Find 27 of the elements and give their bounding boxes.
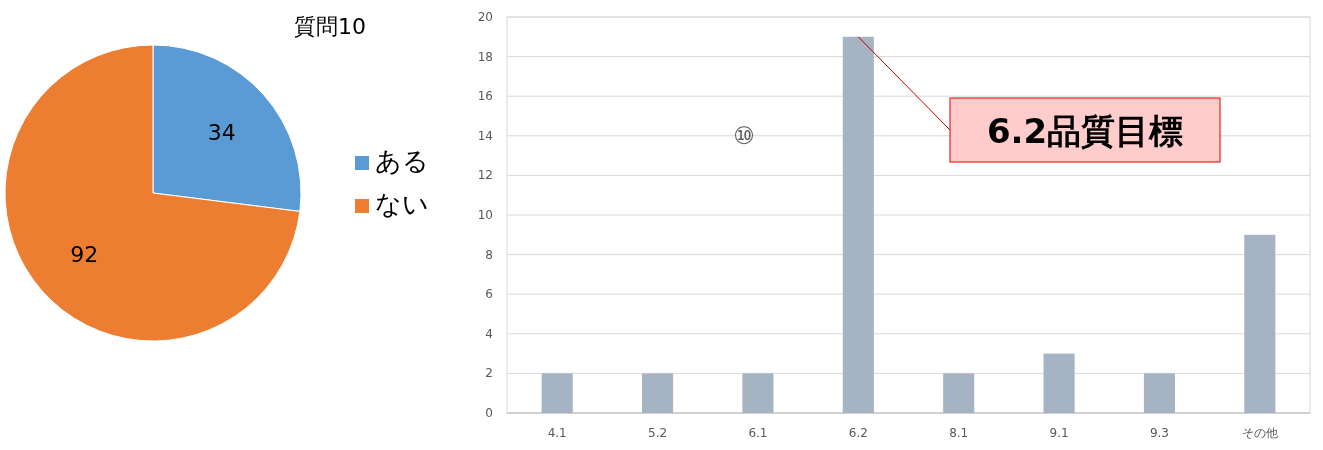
callout: 6.2品質目標 <box>857 36 1221 163</box>
y-tick-label: 8 <box>485 247 493 262</box>
x-tick-label: 6.1 <box>748 426 768 440</box>
chart-title: 質問10 <box>294 14 366 39</box>
legend-label: ある <box>375 146 429 176</box>
y-tick-label: 20 <box>477 10 493 24</box>
x-tick-label: 6.2 <box>848 426 868 440</box>
y-tick-label: 0 <box>485 406 493 420</box>
y-tick-label: 12 <box>477 168 493 183</box>
y-tick-label: 10 <box>477 208 493 222</box>
y-tick-label: 4 <box>485 326 493 341</box>
annotation: ⑩ <box>733 121 755 150</box>
y-tick-label: 14 <box>477 128 493 143</box>
y-tick-label: 6 <box>485 287 493 302</box>
x-tick-label: 9.1 <box>1049 426 1069 440</box>
x-tick-label: 9.3 <box>1149 426 1169 440</box>
y-tick-label: 16 <box>477 89 493 104</box>
y-tick-label: 2 <box>485 366 493 381</box>
x-tick-label: 4.1 <box>547 426 567 440</box>
x-tick-label: 8.1 <box>949 426 969 440</box>
x-tick-label: 5.2 <box>648 426 668 440</box>
data-label: 92 <box>70 241 99 267</box>
data-label: 34 <box>207 120 236 146</box>
y-tick-label: 18 <box>477 49 493 64</box>
x-tick-label: その他 <box>1241 426 1278 440</box>
annotation: 6.2品質目標 <box>986 111 1184 151</box>
legend-label: ない <box>375 189 429 219</box>
